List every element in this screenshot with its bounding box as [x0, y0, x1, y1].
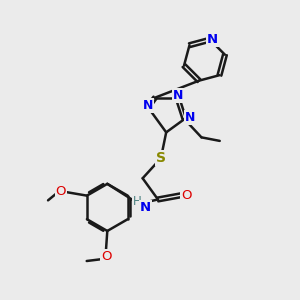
- Text: N: N: [140, 201, 151, 214]
- Text: O: O: [56, 185, 66, 198]
- Text: O: O: [181, 188, 192, 202]
- Text: S: S: [156, 151, 166, 165]
- Text: O: O: [101, 250, 112, 263]
- Text: N: N: [184, 111, 195, 124]
- Text: H: H: [133, 195, 142, 208]
- Text: N: N: [207, 33, 218, 46]
- Text: N: N: [172, 89, 183, 102]
- Text: N: N: [142, 99, 153, 112]
